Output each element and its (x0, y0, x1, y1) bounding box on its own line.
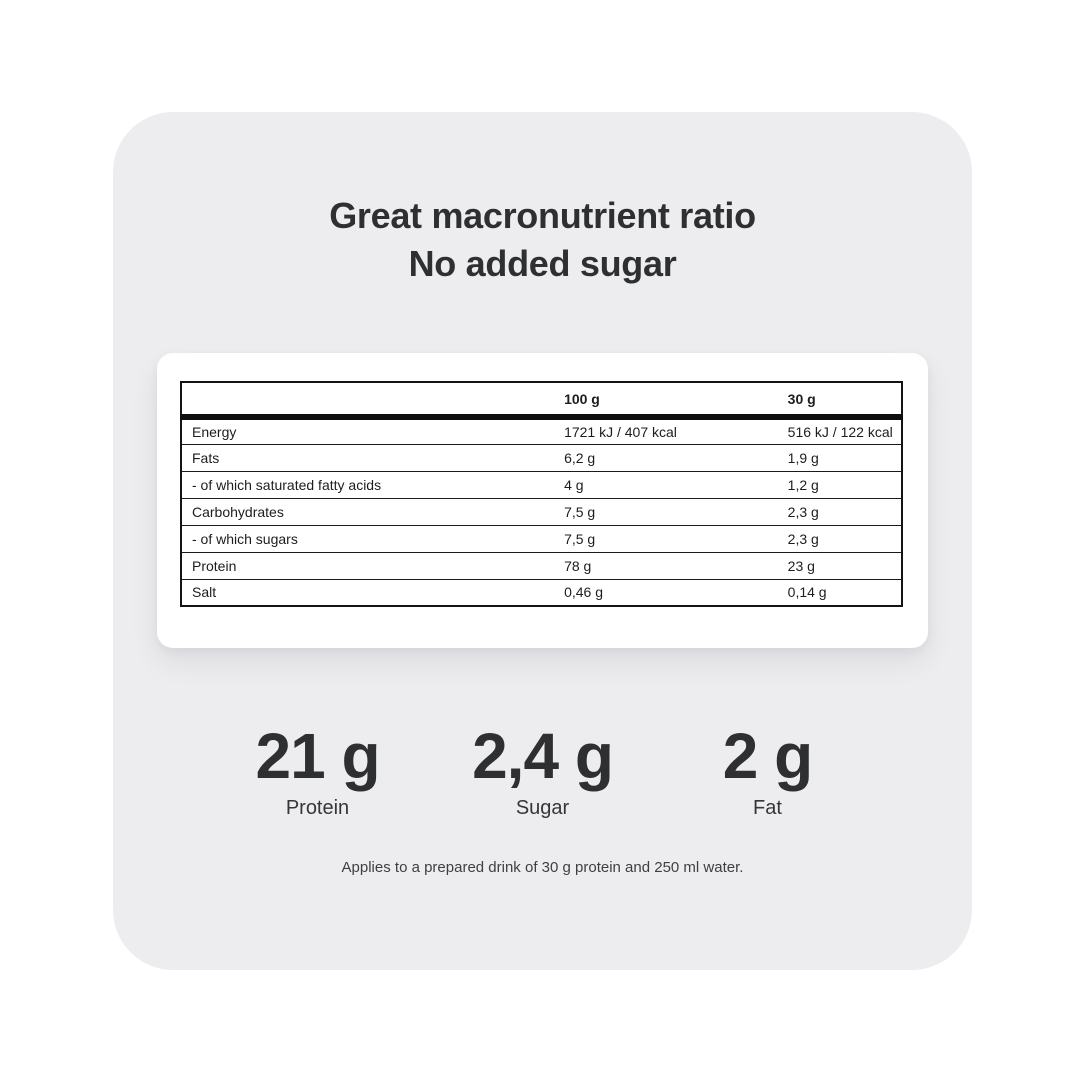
value-per-100g: 7,5 g (564, 525, 788, 553)
table-row-protein: Protein 78 g 23 g (181, 552, 902, 580)
headline: Great macronutrient ratio No added sugar (113, 192, 972, 288)
table-row-carbohydrates: Carbohydrates 7,5 g 2,3 g (181, 498, 902, 526)
stat-sugar-label: Sugar (515, 797, 570, 819)
stat-sugar: 2,4 g Sugar (430, 718, 655, 820)
row-label: Salt (192, 584, 217, 601)
value-per-30g: 2,3 g (787, 498, 902, 526)
table-header-row: 100 g 30 g (181, 382, 902, 420)
table-row-salt: Salt 0,46 g 0,14 g (181, 579, 902, 606)
macro-stats: 21 g Protein 2,4 g Sugar 2 g Fat (113, 718, 972, 820)
headline-line-1: Great macronutrient ratio (329, 195, 756, 236)
stat-protein: 21 g Protein (205, 718, 430, 820)
value-per-30g: 0,14 g (787, 584, 827, 601)
value-per-100g: 1721 kJ / 407 kcal (564, 417, 788, 445)
row-label: - of which saturated fatty acids (181, 471, 565, 499)
stat-fat-label: Fat (753, 797, 782, 819)
column-header-blank (181, 382, 565, 420)
footnote: Applies to a prepared drink of 30 g prot… (341, 859, 744, 876)
value-per-100g: 7,5 g (564, 498, 788, 526)
stat-protein-value: 21 g (255, 720, 380, 792)
value-per-100g: 4 g (564, 471, 788, 499)
stat-protein-label: Protein (285, 797, 350, 819)
value-per-30g: 516 kJ / 122 kcal (787, 417, 902, 445)
stat-fat: 2 g Fat (655, 718, 880, 820)
value-per-30g: 2,3 g (787, 525, 902, 553)
row-label: Protein (181, 552, 565, 580)
stat-sugar-value: 2,4 g (472, 720, 614, 792)
nutrition-table: 100 g 30 g Energy 1721 kJ / 407 kcal 516… (180, 381, 903, 607)
value-per-100g: 6,2 g (564, 444, 788, 472)
table-row-energy: Energy 1721 kJ / 407 kcal 516 kJ / 122 k… (181, 417, 902, 445)
nutrition-panel: 100 g 30 g Energy 1721 kJ / 407 kcal 516… (157, 353, 928, 648)
row-label: Energy (181, 417, 565, 445)
headline-line-2: No added sugar (408, 243, 677, 284)
stat-fat-value: 2 g (722, 720, 813, 792)
value-per-30g: 1,2 g (787, 471, 902, 499)
table-row-fats: Fats 6,2 g 1,9 g (181, 444, 902, 472)
column-header-100g: 100 g (564, 382, 788, 420)
row-label: Carbohydrates (181, 498, 565, 526)
content-card: Great macronutrient ratio No added sugar … (113, 112, 972, 970)
value-per-100g: 78 g (564, 552, 788, 580)
value-per-30g: 1,9 g (787, 444, 902, 472)
value-per-100g: 0,46 g (564, 584, 603, 601)
column-header-30g: 30 g (787, 382, 902, 420)
row-label: Fats (181, 444, 565, 472)
table-row-saturated-fats: - of which saturated fatty acids 4 g 1,2… (181, 471, 902, 499)
row-label: - of which sugars (181, 525, 565, 553)
value-per-30g: 23 g (787, 552, 902, 580)
table-row-sugars: - of which sugars 7,5 g 2,3 g (181, 525, 902, 553)
